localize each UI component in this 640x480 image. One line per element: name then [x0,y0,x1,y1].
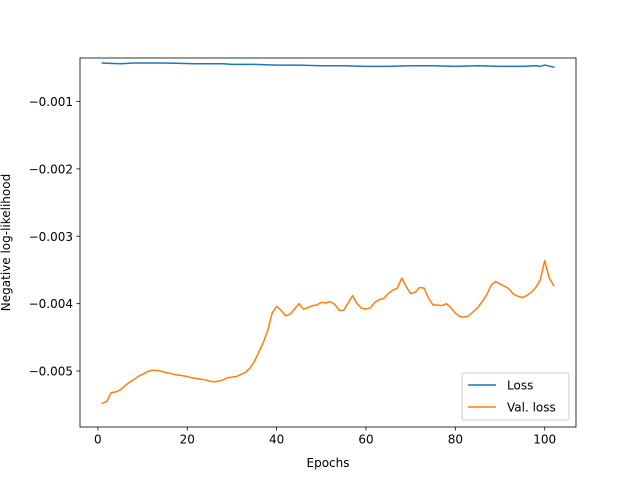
y-tick-label: −0.001 [29,95,73,109]
y-tick-label: −0.002 [29,162,73,176]
series-line-val-loss [101,259,555,405]
x-tick-label: 0 [94,433,102,447]
plot-lines [101,62,555,405]
legend: Loss Val. loss [461,372,570,421]
axes-frame [79,57,577,428]
series-line-loss [101,62,555,68]
y-tick-label: −0.003 [29,230,73,244]
y-tick-label: −0.005 [29,365,73,379]
y-axis-ticks: −0.005 −0.004 −0.003 −0.002 −0.001 [29,95,80,379]
legend-label-loss: Loss [507,379,533,393]
legend-label-val-loss: Val. loss [507,401,556,415]
y-axis-label: Negative log-likelihood [0,174,13,311]
x-tick-label: 60 [358,433,373,447]
x-tick-label: 40 [269,433,284,447]
x-axis-ticks: 0 20 40 60 80 100 [94,427,556,447]
x-axis-label: Epochs [307,456,350,470]
x-tick-label: 100 [533,433,556,447]
x-tick-label: 20 [180,433,195,447]
x-tick-label: 80 [448,433,463,447]
y-tick-label: −0.004 [29,297,73,311]
